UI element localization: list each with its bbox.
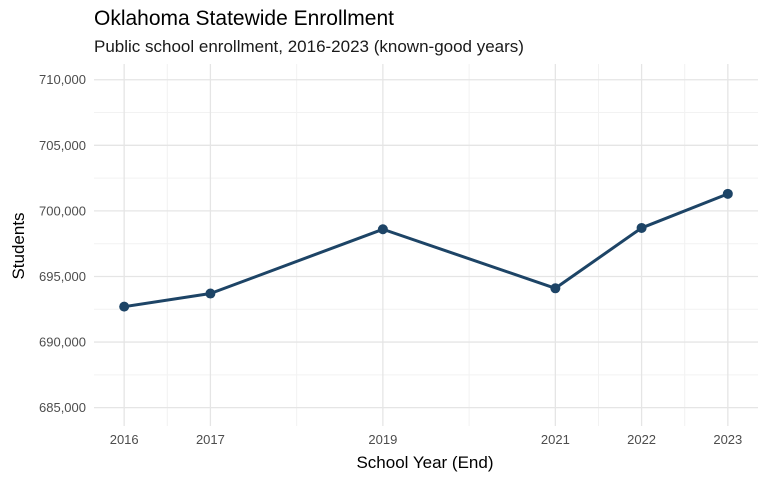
data-point bbox=[550, 283, 561, 294]
data-point bbox=[119, 301, 130, 312]
y-tick-label: 695,000 bbox=[39, 269, 86, 284]
x-axis-ticks: 2016 2017 2019 2021 2022 2023 bbox=[110, 432, 743, 447]
chart-subtitle: Public school enrollment, 2016-2023 (kno… bbox=[94, 37, 524, 56]
series-line bbox=[122, 192, 730, 309]
y-tick-label: 685,000 bbox=[39, 400, 86, 415]
data-point bbox=[377, 224, 388, 235]
y-tick-label: 705,000 bbox=[39, 138, 86, 153]
data-point bbox=[205, 288, 216, 299]
grid-minor bbox=[94, 64, 758, 426]
y-axis-ticks: 685,000 690,000 695,000 700,000 705,000 710,0… bbox=[39, 72, 86, 415]
series-layer bbox=[119, 188, 733, 312]
y-tick-label: 710,000 bbox=[39, 72, 86, 87]
data-point bbox=[722, 188, 733, 199]
y-tick-label: 690,000 bbox=[39, 335, 86, 350]
x-tick-label: 2019 bbox=[368, 432, 397, 447]
x-tick-label: 2016 bbox=[110, 432, 139, 447]
x-tick-label: 2021 bbox=[541, 432, 570, 447]
chart-title: Oklahoma Statewide Enrollment bbox=[94, 7, 394, 30]
x-tick-label: 2017 bbox=[196, 432, 225, 447]
x-axis-title: School Year (End) bbox=[356, 453, 493, 472]
x-tick-label: 2022 bbox=[627, 432, 656, 447]
y-axis-title: Students bbox=[9, 212, 28, 279]
data-point bbox=[636, 222, 647, 233]
y-tick-label: 700,000 bbox=[39, 203, 86, 218]
grid-major bbox=[94, 64, 758, 426]
x-tick-label: 2023 bbox=[713, 432, 742, 447]
